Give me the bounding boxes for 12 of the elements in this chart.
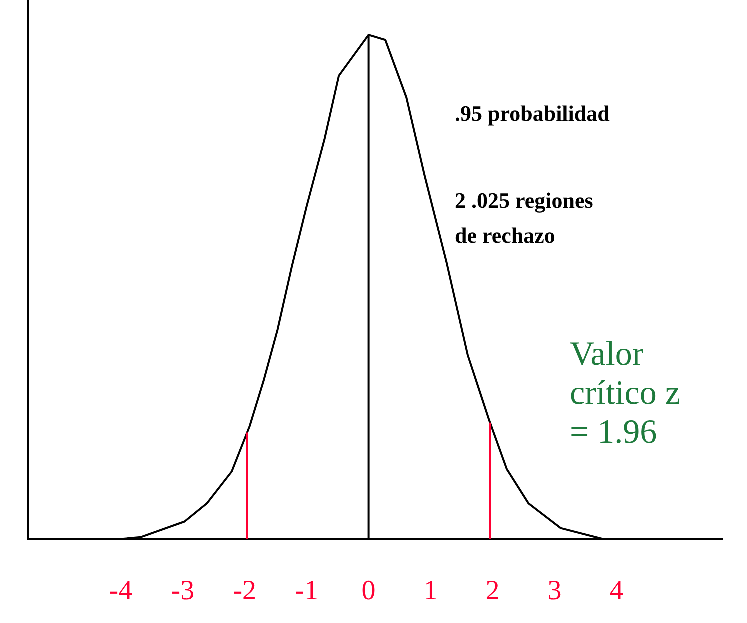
x-tick-label: 2 — [486, 576, 500, 607]
x-tick-label: -2 — [233, 576, 257, 607]
x-tick-label: 3 — [548, 576, 562, 607]
x-tick-label: 0 — [362, 576, 376, 607]
x-tick-label: -1 — [295, 576, 319, 607]
annotation: Valor crítico z = 1.96 — [570, 335, 682, 452]
annotation: 2 .025 regiones de rechazo — [455, 187, 594, 250]
x-tick-label: -3 — [171, 576, 195, 607]
x-tick-label: 4 — [610, 576, 624, 607]
annotation: .95 probabilidad — [455, 100, 611, 128]
x-tick-label: -4 — [109, 576, 133, 607]
x-tick-label: 1 — [424, 576, 438, 607]
